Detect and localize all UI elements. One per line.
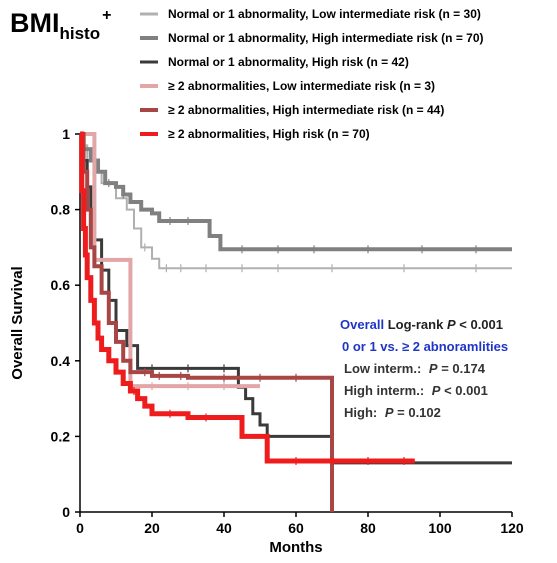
stat-row-value: = 0.102 — [397, 405, 441, 420]
y-tick-label: 0.4 — [51, 353, 71, 369]
stat-row-p: P — [431, 383, 441, 398]
legend-label-0: Normal or 1 abnormality, Low intermediat… — [168, 7, 481, 21]
heading-main: BMI — [10, 8, 60, 38]
series-line-5 — [79, 131, 415, 464]
stat-row-label: High: — [344, 405, 378, 420]
series-line-1 — [80, 132, 512, 252]
legend-label-3: ≥ 2 abnormalities, Low intermediate risk… — [168, 79, 435, 93]
x-tick-label: 60 — [288, 520, 304, 536]
legend: Normal or 1 abnormality, Low intermediat… — [140, 7, 484, 141]
legend-label-2: Normal or 1 abnormality, High risk (n = … — [168, 55, 409, 69]
legend-label-1: Normal or 1 abnormality, High intermedia… — [168, 31, 484, 45]
stat-row-high-interm: High interm.: P < 0.001 — [344, 380, 508, 402]
series-line-2 — [80, 132, 512, 465]
stat-row-p: P — [384, 405, 394, 420]
y-axis-label: Overall Survival — [9, 266, 26, 379]
overall-text: Log-rank — [387, 317, 444, 332]
y-tick-label: 0 — [62, 504, 70, 520]
series-line-0 — [80, 133, 512, 270]
stat-row-p: P — [428, 361, 438, 376]
overall-label: Overall — [340, 317, 385, 332]
series-line-4 — [80, 132, 334, 512]
x-tick-label: 0 — [76, 520, 84, 536]
overall-value: < 0.001 — [459, 317, 504, 332]
stat-row-high: High: P = 0.102 — [344, 402, 508, 424]
x-axis-label: Months — [269, 539, 322, 556]
overall-logrank-row: Overall Log-rank P < 0.001 — [340, 314, 508, 336]
stat-row-label: High interm.: — [344, 383, 425, 398]
stat-row-value: = 0.174 — [441, 361, 485, 376]
stat-row-value: < 0.001 — [444, 383, 488, 398]
legend-label-5: ≥ 2 abnormalities, High risk (n = 70) — [168, 127, 370, 141]
legend-label-4: ≥ 2 abnormalities, High intermediate ris… — [168, 103, 444, 117]
x-tick-label: 40 — [216, 520, 232, 536]
x-tick-label: 80 — [360, 520, 376, 536]
chart-heading: BMIhisto+ — [10, 7, 112, 43]
heading-superscript: + — [102, 7, 112, 24]
y-tick-label: 0.8 — [51, 202, 71, 218]
x-tick-label: 20 — [144, 520, 160, 536]
y-tick-label: 0.2 — [51, 428, 71, 444]
comparison-label: 0 or 1 vs. ≥ 2 abnoramlities — [342, 339, 509, 354]
stat-row-label: Low interm.: — [344, 361, 422, 376]
x-tick-label: 120 — [500, 520, 524, 536]
stat-row-low: Low interm.: P = 0.174 — [344, 358, 508, 380]
heading-subscript: histo — [59, 24, 101, 43]
y-tick-label: 1 — [62, 126, 70, 142]
x-tick-label: 100 — [428, 520, 452, 536]
statistics-annotation: Overall Log-rank P < 0.001 0 or 1 vs. ≥ … — [340, 314, 508, 424]
overall-p: P — [446, 317, 456, 332]
y-tick-label: 0.6 — [51, 277, 71, 293]
plot-area: 0 20 40 60 80 100 120 0 0.2 0.4 0.6 0.8 1 Months Overa… — [9, 126, 524, 556]
